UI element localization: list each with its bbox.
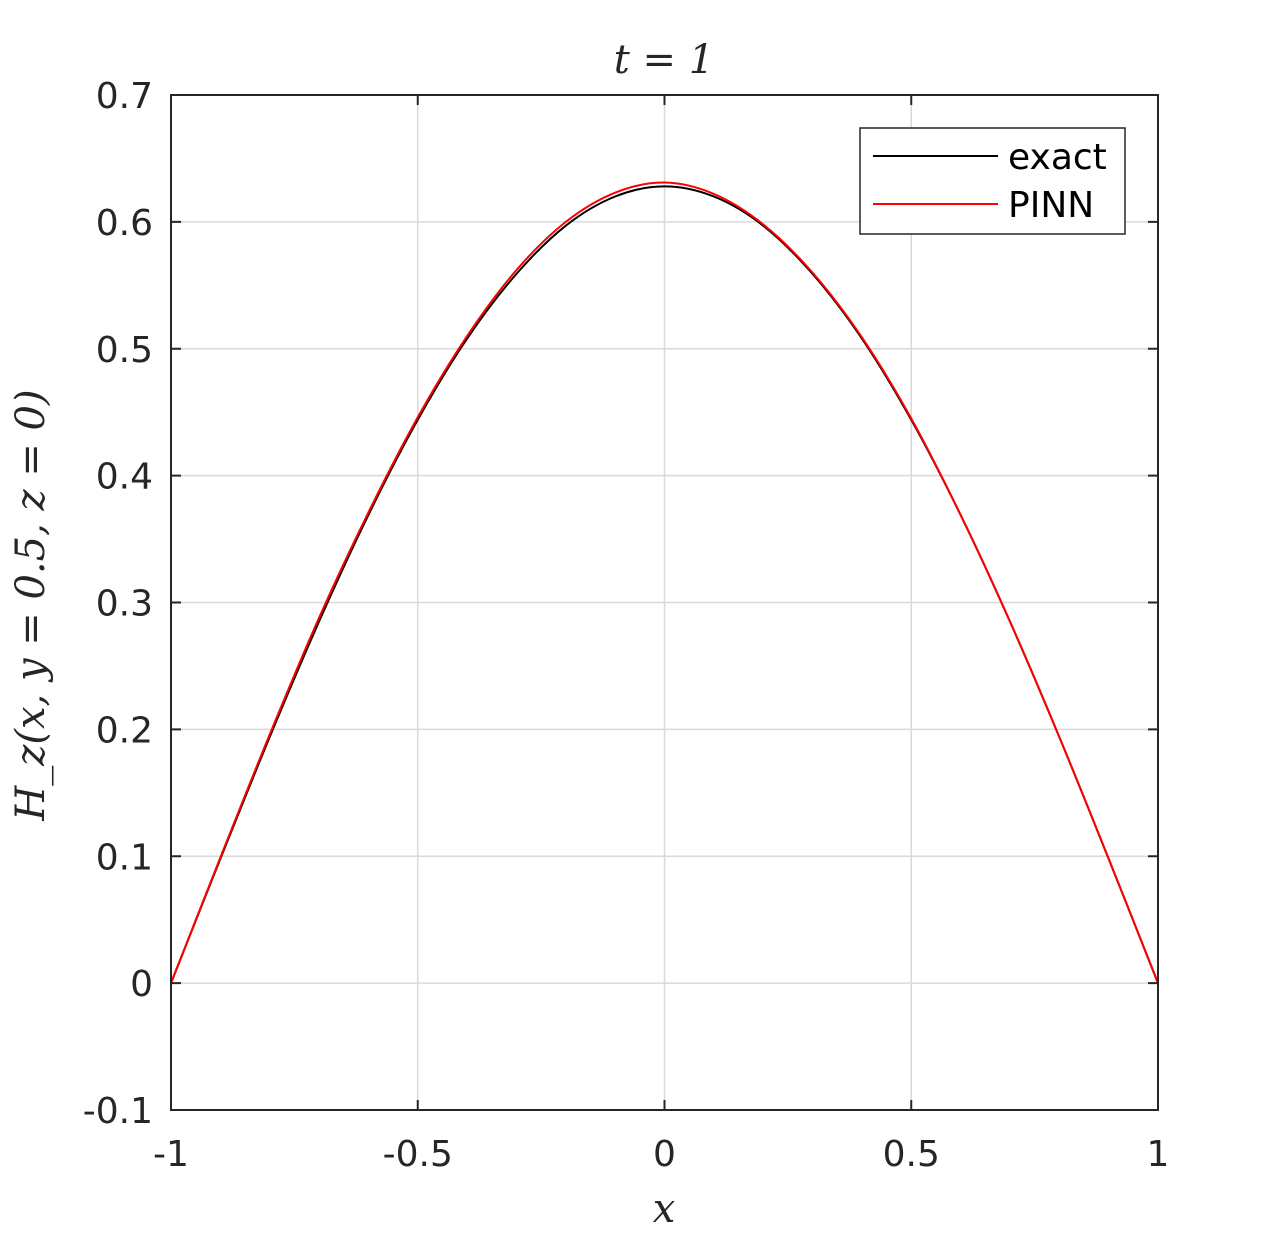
legend-label-pinn: PINN xyxy=(1008,185,1094,226)
x-tick-label: -1 xyxy=(153,1134,189,1175)
y-tick-label: 0 xyxy=(130,964,153,1005)
y-tick-label: -0.1 xyxy=(83,1091,153,1132)
y-tick-label: 0.7 xyxy=(96,76,153,117)
y-tick-label: 0.5 xyxy=(96,330,153,371)
y-tick-label: 0.1 xyxy=(96,837,153,878)
x-axis-label: x xyxy=(653,1186,676,1232)
legend-label-exact: exact xyxy=(1008,137,1107,178)
y-axis-label: H_z(x, y = 0.5, z = 0) xyxy=(8,389,54,821)
axes-box xyxy=(170,94,1159,1111)
x-tick-label: 1 xyxy=(1147,1134,1170,1175)
y-tick-label: 0.3 xyxy=(96,584,153,625)
x-tick-label: 0 xyxy=(653,1134,676,1175)
y-tick-labels: -0.1 0 0.1 0.2 0.3 0.4 0.5 0.6 0.7 xyxy=(83,76,153,1132)
x-tick-label: 0.5 xyxy=(883,1134,940,1175)
x-tick-label: -0.5 xyxy=(383,1134,453,1175)
series-line-pinn xyxy=(170,181,1159,984)
legend-box xyxy=(859,127,1126,235)
chart-title: t = 1 xyxy=(614,37,714,83)
legend: exact PINN xyxy=(859,127,1126,235)
series-lines xyxy=(170,181,1159,984)
y-tick-label: 0.6 xyxy=(96,203,153,244)
x-tick-labels: -1 -0.5 0 0.5 1 xyxy=(153,1134,1169,1175)
y-tick-label: 0.2 xyxy=(96,710,153,751)
y-tick-label: 0.4 xyxy=(96,457,153,498)
